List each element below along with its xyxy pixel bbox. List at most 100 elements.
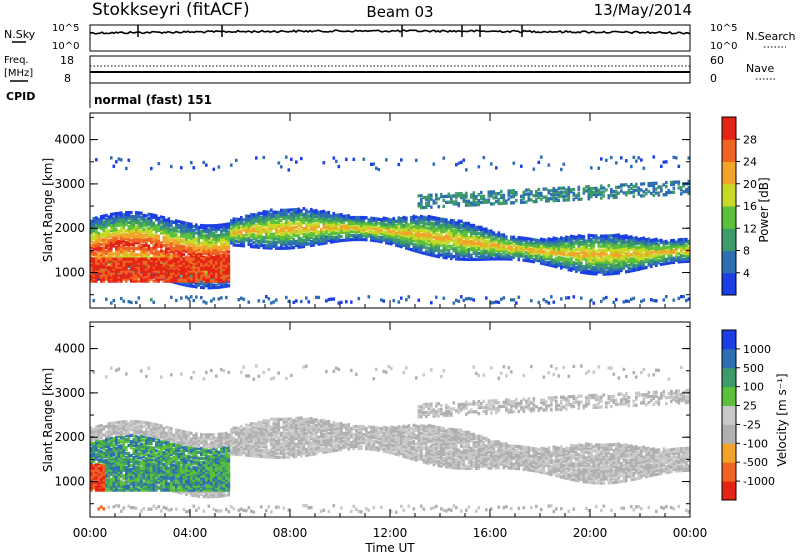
heatmap-cell — [275, 298, 278, 302]
heatmap-cell — [190, 161, 193, 165]
heatmap-cell — [517, 242, 521, 246]
heatmap-cell — [97, 271, 101, 275]
heatmap-cell — [475, 243, 478, 247]
heatmap-cell — [532, 252, 536, 256]
heatmap-cell — [340, 230, 343, 235]
heatmap-cell — [155, 244, 158, 248]
heatmap-cell — [215, 241, 218, 246]
heatmap-cell — [387, 225, 391, 229]
heatmap-cell — [145, 250, 148, 254]
heatmap-cell — [467, 243, 471, 248]
heatmap-cell — [482, 235, 486, 239]
heatmap-cell — [275, 210, 278, 214]
heatmap-cell — [355, 227, 358, 232]
heatmap-cell — [225, 269, 228, 273]
heatmap-cell — [540, 245, 543, 249]
heatmap-cell — [132, 265, 136, 269]
heatmap-cell — [182, 253, 186, 257]
heatmap-cell — [337, 164, 341, 169]
heatmap-cell — [105, 257, 108, 261]
heatmap-cell — [502, 195, 506, 199]
heatmap-cell — [92, 244, 96, 249]
heatmap-cell — [425, 238, 428, 242]
heatmap-cell — [470, 229, 473, 234]
heatmap-cell — [90, 249, 93, 253]
heatmap-cell — [475, 249, 478, 253]
heatmap-cell — [477, 235, 481, 239]
heatmap-cell — [187, 242, 191, 246]
heatmap-cell — [637, 237, 641, 241]
heatmap-cell — [265, 220, 268, 224]
heatmap-cell — [597, 236, 601, 240]
heatmap-cell — [207, 232, 211, 236]
heatmap-cell — [195, 261, 198, 265]
heatmap-cell — [147, 254, 151, 258]
heatmap-cell — [450, 226, 453, 231]
heatmap-cell — [392, 224, 396, 229]
heatmap-cell — [197, 239, 201, 243]
heatmap-cell — [100, 242, 103, 247]
heatmap-cell — [560, 258, 563, 262]
heatmap-cell — [480, 243, 483, 247]
heatmap-cell — [412, 232, 416, 236]
heatmap-cell — [162, 275, 166, 279]
heatmap-cell — [455, 163, 458, 167]
heatmap-cell — [325, 225, 328, 229]
heatmap-cell — [430, 253, 433, 257]
heatmap-cell — [225, 234, 228, 238]
heatmap-cell — [190, 269, 193, 273]
heatmap-cell — [417, 230, 421, 234]
heatmap-cell — [222, 253, 226, 257]
heatmap-cell — [207, 275, 211, 279]
heatmap-cell — [542, 254, 546, 258]
heatmap-cell — [250, 224, 253, 229]
heatmap-cell — [472, 191, 476, 195]
heatmap-cell — [140, 245, 143, 249]
heatmap-cell — [447, 192, 451, 196]
heatmap-cell — [237, 225, 241, 229]
heatmap-cell — [110, 242, 113, 246]
heatmap-cell — [140, 271, 143, 275]
heatmap-cell — [370, 238, 373, 242]
heatmap-cell — [130, 261, 133, 265]
heatmap-cell — [307, 232, 311, 236]
heatmap-cell — [205, 163, 208, 167]
heatmap-cell — [212, 244, 216, 248]
heatmap-cell — [220, 249, 223, 253]
heatmap-cell — [162, 230, 166, 234]
heatmap-cell — [127, 224, 131, 229]
heatmap-cell — [185, 235, 188, 239]
heatmap-cell — [127, 220, 131, 225]
heatmap-cell — [170, 279, 173, 283]
heatmap-cell — [310, 241, 313, 246]
heatmap-cell — [397, 232, 401, 236]
heatmap-cell — [115, 237, 118, 242]
heatmap-cell — [130, 252, 133, 257]
heatmap-cell — [235, 231, 238, 235]
heatmap-cell — [547, 191, 551, 195]
heatmap-cell — [137, 269, 141, 273]
heatmap-cell — [155, 252, 158, 256]
heatmap-cell — [290, 236, 293, 240]
heatmap-cell — [560, 250, 563, 254]
heatmap-cell — [115, 247, 118, 252]
heatmap-cell — [360, 225, 363, 230]
heatmap-cell — [275, 216, 278, 220]
heatmap-cell — [180, 265, 183, 269]
heatmap-cell — [460, 195, 463, 200]
heatmap-cell — [495, 239, 498, 243]
heatmap-cell — [315, 231, 318, 235]
heatmap-cell — [190, 279, 193, 283]
heatmap-cell — [490, 255, 493, 259]
heatmap-cell — [102, 261, 106, 265]
heatmap-cell — [225, 240, 228, 244]
heatmap-cell — [207, 228, 211, 232]
heatmap-cell — [465, 257, 468, 261]
heatmap-cell — [175, 223, 178, 227]
heatmap-cell — [577, 234, 581, 238]
heatmap-cell — [142, 263, 146, 267]
heatmap-cell — [202, 250, 206, 254]
heatmap-cell — [155, 224, 158, 228]
heatmap-cell — [430, 251, 433, 255]
heatmap-cell — [127, 226, 131, 231]
